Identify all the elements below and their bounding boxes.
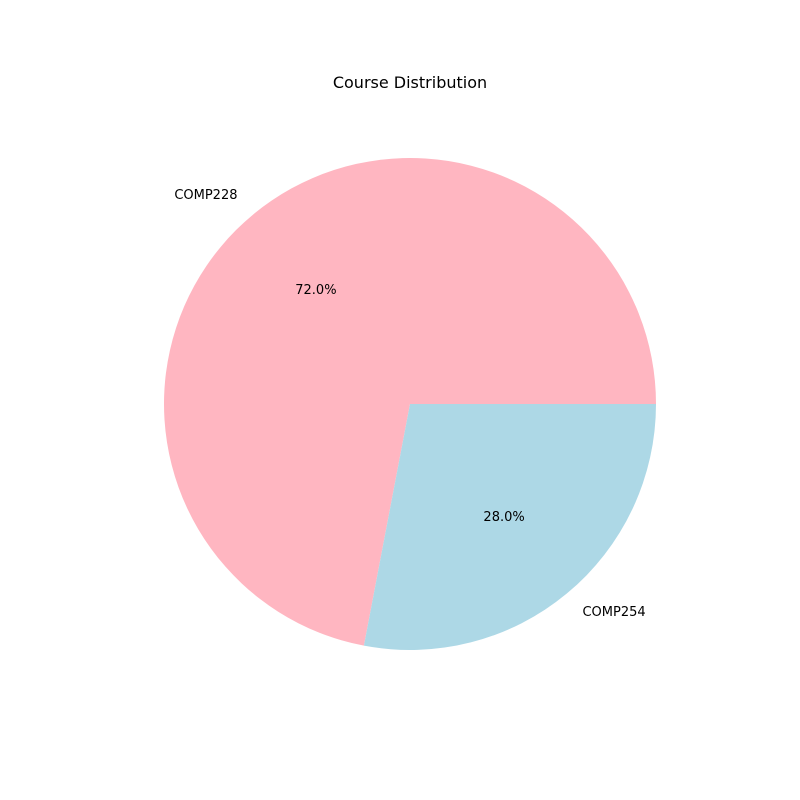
chart-title: Course Distribution [333,73,487,92]
slice-label-comp228: COMP228 [174,188,237,203]
pie-slice-comp254 [363,404,656,650]
slice-percent-comp254: 28.0% [483,510,524,525]
pie-slice-comp228 [163,157,657,646]
slice-label-comp254: COMP254 [582,605,645,620]
pie-slices [163,157,657,650]
pie-labels: COMP228 72.0% COMP254 28.0% [174,188,645,620]
slice-percent-comp228: 72.0% [295,283,336,298]
